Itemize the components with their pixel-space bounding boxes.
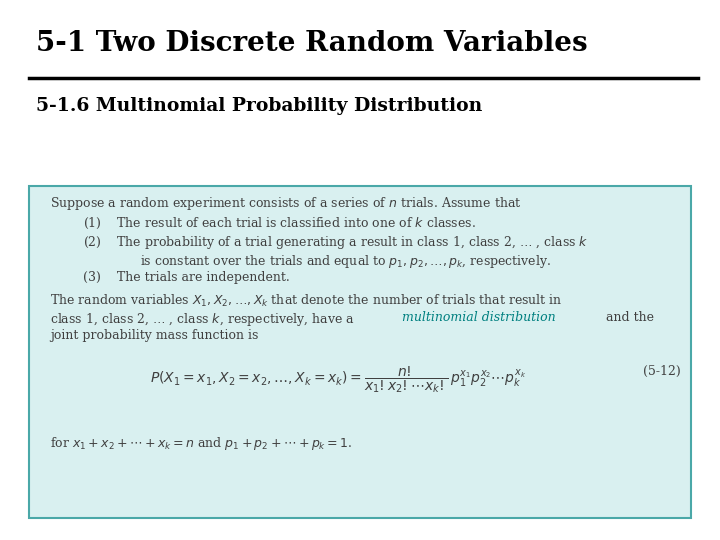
Text: and the: and the (602, 311, 654, 324)
Text: joint probability mass function is: joint probability mass function is (50, 329, 258, 342)
Text: (3)    The trials are independent.: (3) The trials are independent. (83, 271, 289, 284)
Text: multinomial distribution: multinomial distribution (402, 311, 555, 324)
Text: is constant over the trials and equal to $p_1, p_2, \ldots , p_k$, respectively.: is constant over the trials and equal to… (140, 253, 552, 269)
Text: (5-12): (5-12) (643, 364, 680, 377)
Text: for $x_1 + x_2 + \cdots + x_k = n$ and $p_1 + p_2 + \cdots + p_k = 1$.: for $x_1 + x_2 + \cdots + x_k = n$ and $… (50, 435, 353, 451)
Text: Suppose a random experiment consists of a series of $n$ trials. Assume that: Suppose a random experiment consists of … (50, 195, 522, 212)
Text: 5-1.6 Multinomial Probability Distribution: 5-1.6 Multinomial Probability Distributi… (36, 97, 482, 115)
Text: 5-1 Two Discrete Random Variables: 5-1 Two Discrete Random Variables (36, 30, 588, 57)
Text: $P(X_1 = x_1, X_2 = x_2, \ldots, X_k = x_k) = \dfrac{n!}{x_1! x_2! \cdots x_k!} : $P(X_1 = x_1, X_2 = x_2, \ldots, X_k = x… (150, 364, 526, 395)
Text: The random variables $X_1, X_2, \ldots , X_k$ that denote the number of trials t: The random variables $X_1, X_2, \ldots ,… (50, 293, 563, 309)
Text: (2)    The probability of a trial generating a result in class 1, class 2, $\ldo: (2) The probability of a trial generatin… (83, 234, 588, 251)
FancyBboxPatch shape (29, 186, 691, 518)
Text: (1)    The result of each trial is classified into one of $k$ classes.: (1) The result of each trial is classifi… (83, 216, 476, 231)
Text: class 1, class 2, $\ldots$ , class $k$, respectively, have a: class 1, class 2, $\ldots$ , class $k$, … (50, 311, 356, 328)
